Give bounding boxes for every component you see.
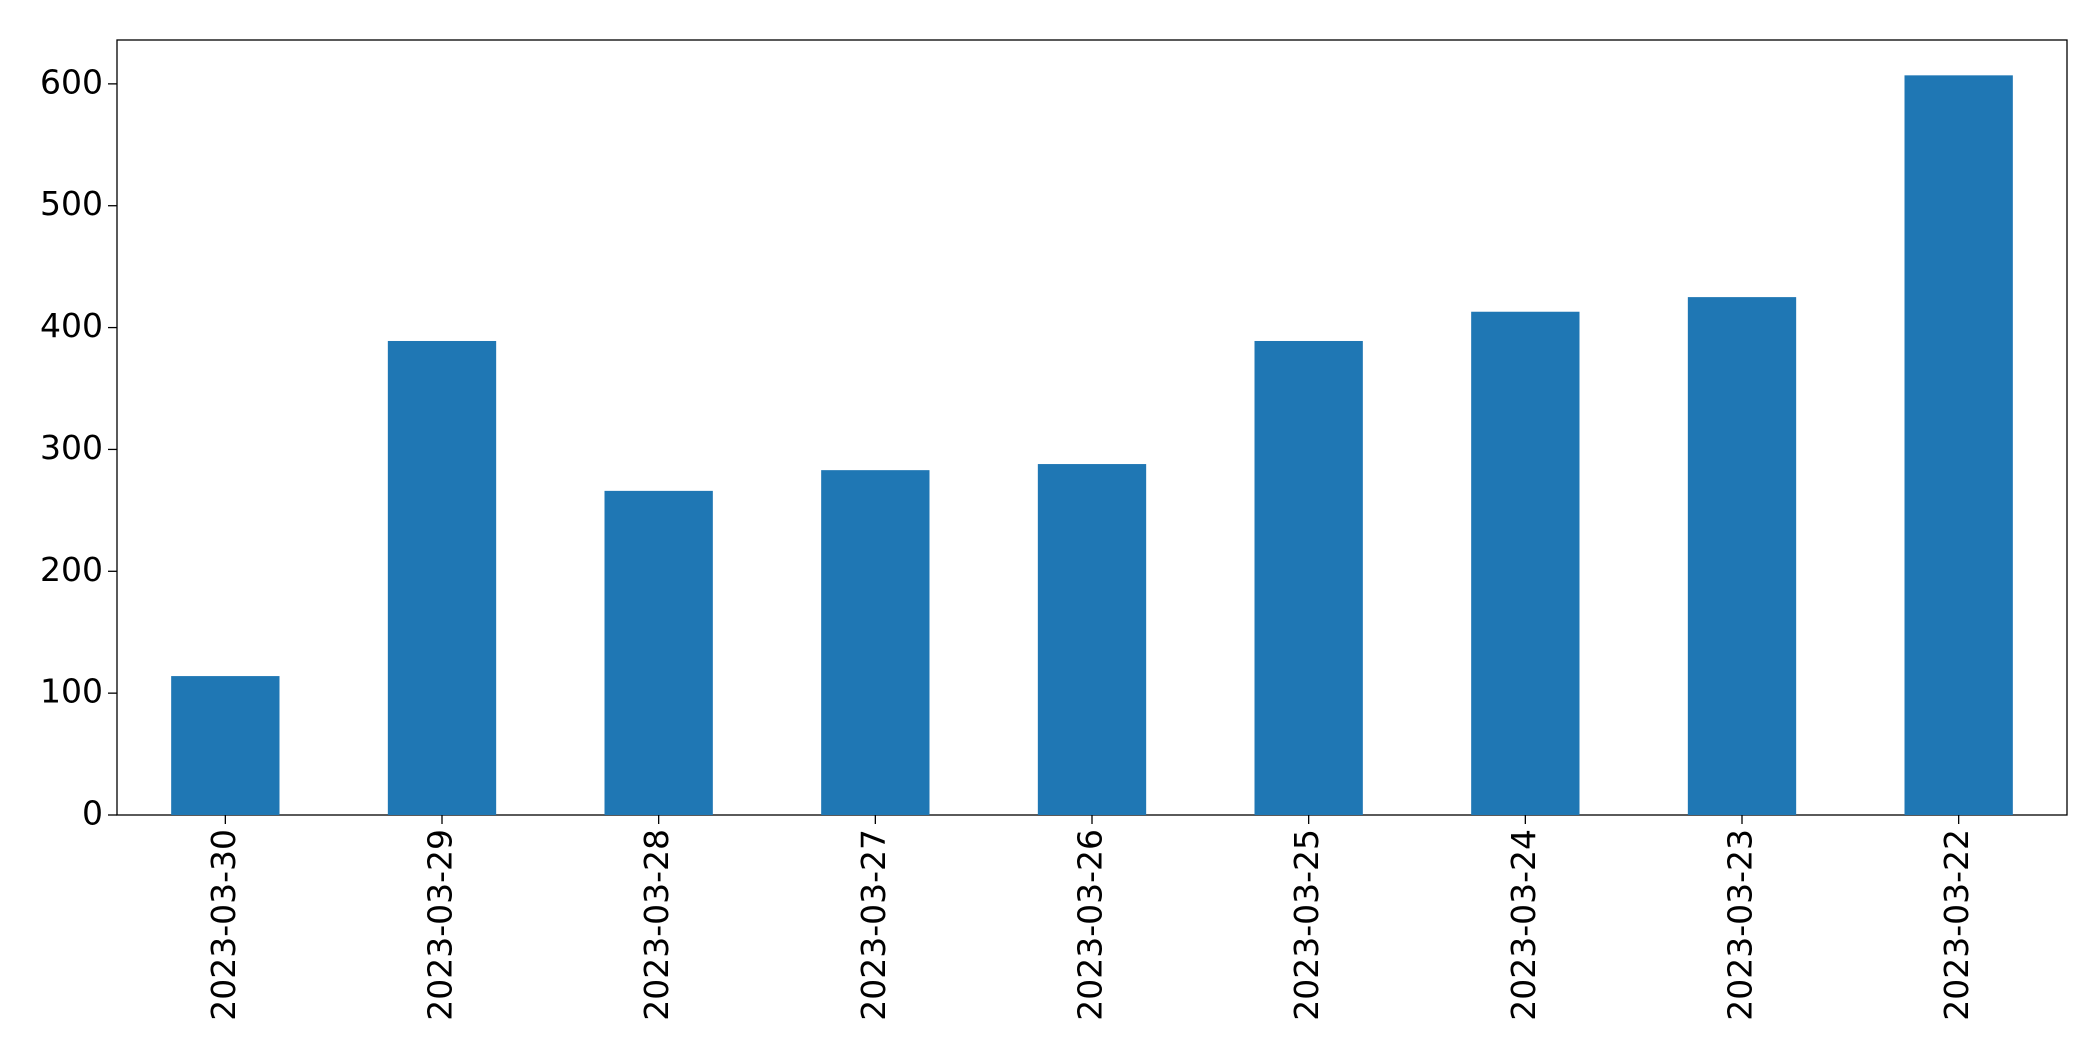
y-tick-label: 600 bbox=[40, 62, 103, 101]
x-tick-label: 2023-03-23 bbox=[1721, 829, 1760, 1021]
y-tick-label: 0 bbox=[82, 794, 103, 833]
bar bbox=[821, 470, 930, 815]
x-tick-label: 2023-03-28 bbox=[637, 829, 676, 1021]
x-tick-label: 2023-03-30 bbox=[204, 829, 243, 1021]
x-tick-label: 2023-03-22 bbox=[1937, 829, 1976, 1021]
bar bbox=[1037, 464, 1147, 815]
x-tick-label: 2023-03-25 bbox=[1287, 829, 1326, 1021]
x-tick-label: 2023-03-24 bbox=[1504, 829, 1543, 1021]
x-tick-label: 2023-03-29 bbox=[421, 829, 460, 1021]
y-tick-label: 200 bbox=[40, 550, 103, 589]
bar bbox=[171, 676, 280, 815]
x-tick-label: 2023-03-27 bbox=[854, 829, 893, 1021]
bar bbox=[387, 340, 497, 815]
bar bbox=[1687, 297, 1797, 816]
y-tick-label: 300 bbox=[40, 428, 103, 467]
y-tick-label: 500 bbox=[40, 184, 103, 223]
x-tick-label: 2023-03-26 bbox=[1071, 829, 1110, 1021]
bar bbox=[604, 490, 713, 815]
bar bbox=[1471, 311, 1580, 815]
y-tick-label: 400 bbox=[40, 306, 103, 345]
bar bbox=[1904, 75, 2013, 815]
y-tick-label: 100 bbox=[40, 672, 103, 711]
bar bbox=[1254, 340, 1363, 815]
